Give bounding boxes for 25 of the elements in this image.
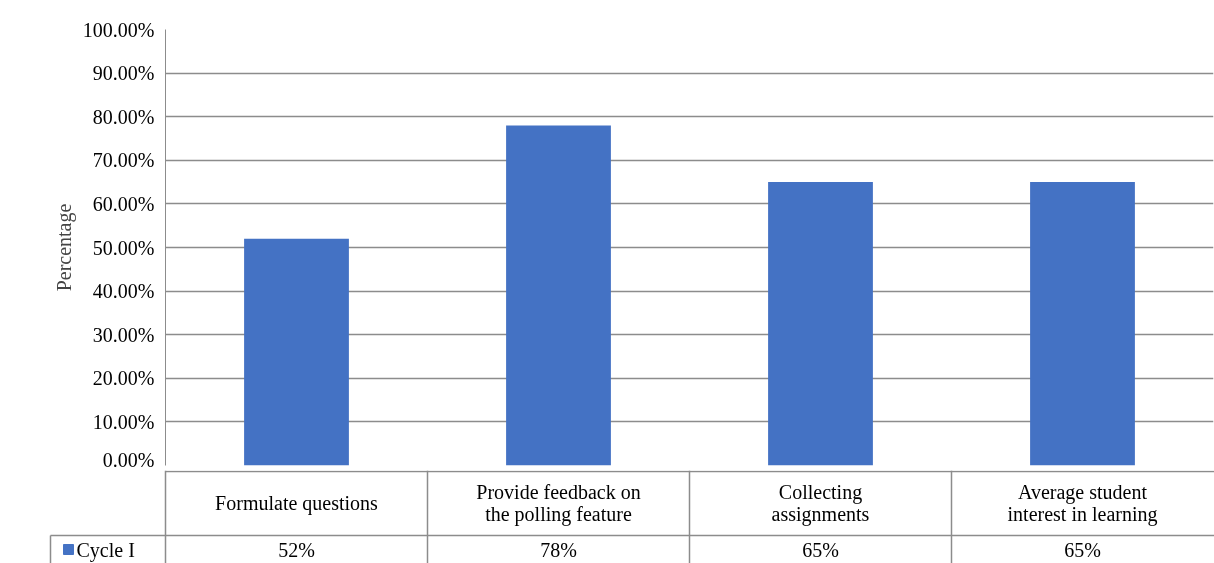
y-tick-label: 40.00% bbox=[92, 280, 155, 303]
y-tick-label: 20.00% bbox=[92, 367, 155, 390]
y-tick-label: 90.00% bbox=[92, 62, 155, 85]
data-label: 65% bbox=[1064, 538, 1101, 561]
legend-label: Cycle I bbox=[76, 538, 135, 562]
x-tick-label: Average student interest in learning bbox=[1007, 481, 1158, 526]
y-tick-label: 30.00% bbox=[92, 323, 155, 346]
x-tick-label: Provide feedback on the polling feature bbox=[476, 481, 641, 526]
y-tick-label: 60.00% bbox=[92, 192, 155, 215]
bar bbox=[1030, 182, 1135, 466]
data-label: 65% bbox=[802, 538, 839, 561]
y-tick-label: 50.00% bbox=[92, 236, 155, 259]
y-tick-label: 0.00% bbox=[102, 448, 155, 471]
y-tick-label: 80.00% bbox=[92, 105, 155, 128]
bar bbox=[768, 182, 873, 466]
data-label: 78% bbox=[540, 538, 577, 561]
x-tick-label: Collecting assignments bbox=[771, 481, 870, 526]
y-tick-label: 10.00% bbox=[92, 410, 155, 433]
bar bbox=[244, 238, 349, 466]
y-tick-label: 70.00% bbox=[92, 149, 155, 172]
x-tick-label: Formulate questions bbox=[215, 492, 379, 515]
y-tick-label: 100.00% bbox=[82, 18, 155, 41]
y-axis-title: Percentage bbox=[52, 203, 76, 292]
bar bbox=[506, 125, 611, 466]
data-label: 52% bbox=[278, 538, 315, 561]
